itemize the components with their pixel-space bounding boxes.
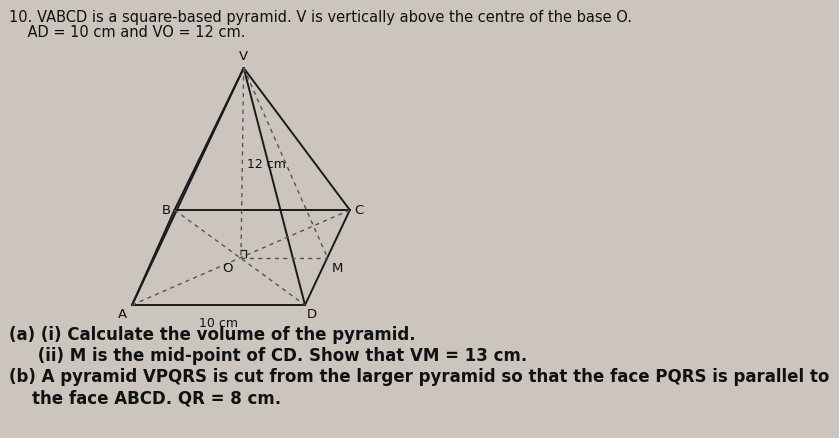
Text: 10. VABCD is a square-based pyramid. V is vertically above the centre of the bas: 10. VABCD is a square-based pyramid. V i… [9, 10, 633, 25]
Text: D: D [306, 308, 316, 321]
Text: A: A [118, 308, 128, 321]
Text: V: V [239, 50, 248, 63]
Text: 12 cm: 12 cm [247, 158, 286, 171]
Text: O: O [222, 261, 233, 275]
Text: (b) A pyramid VPQRS is cut from the larger pyramid so that the face PQRS is para: (b) A pyramid VPQRS is cut from the larg… [9, 368, 830, 386]
Text: C: C [354, 204, 363, 216]
Text: AD = 10 cm and VO = 12 cm.: AD = 10 cm and VO = 12 cm. [9, 25, 246, 40]
Text: (a) (i) Calculate the volume of the pyramid.: (a) (i) Calculate the volume of the pyra… [9, 326, 416, 344]
Text: (ii) M is the mid-point of CD. Show that VM = 13 cm.: (ii) M is the mid-point of CD. Show that… [9, 347, 528, 365]
Text: the face ABCD. QR = 8 cm.: the face ABCD. QR = 8 cm. [9, 389, 282, 407]
Text: 10 cm: 10 cm [199, 317, 238, 330]
Text: B: B [161, 204, 170, 216]
Text: M: M [332, 261, 343, 275]
